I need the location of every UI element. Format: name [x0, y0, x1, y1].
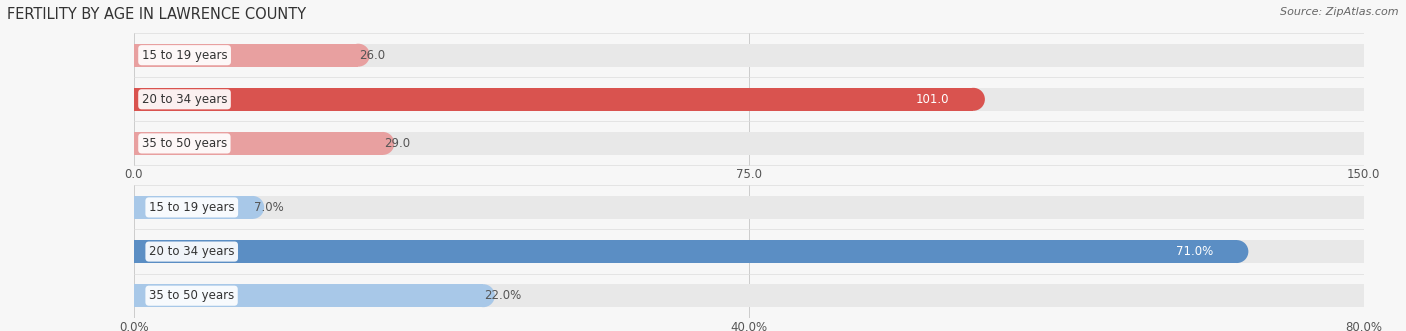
Ellipse shape — [111, 88, 134, 111]
Text: 29.0: 29.0 — [384, 137, 409, 150]
Text: 20 to 34 years: 20 to 34 years — [149, 245, 235, 258]
Ellipse shape — [347, 44, 370, 67]
Ellipse shape — [111, 284, 134, 307]
Text: 20 to 34 years: 20 to 34 years — [142, 93, 228, 106]
Ellipse shape — [1364, 196, 1386, 219]
Ellipse shape — [111, 196, 134, 219]
Text: Source: ZipAtlas.com: Source: ZipAtlas.com — [1281, 7, 1399, 17]
Ellipse shape — [1364, 240, 1386, 263]
Text: 26.0: 26.0 — [359, 49, 385, 62]
Bar — [122, 88, 1375, 111]
Bar — [122, 240, 1237, 263]
Text: 35 to 50 years: 35 to 50 years — [149, 289, 235, 302]
Bar — [122, 44, 1375, 67]
Text: 15 to 19 years: 15 to 19 years — [142, 49, 228, 62]
Text: 101.0: 101.0 — [917, 93, 949, 106]
Text: 35 to 50 years: 35 to 50 years — [142, 137, 226, 150]
Ellipse shape — [242, 196, 264, 219]
Ellipse shape — [111, 88, 134, 111]
Ellipse shape — [1364, 88, 1386, 111]
Text: 7.0%: 7.0% — [253, 201, 283, 214]
Text: FERTILITY BY AGE IN LAWRENCE COUNTY: FERTILITY BY AGE IN LAWRENCE COUNTY — [7, 7, 307, 22]
Ellipse shape — [371, 132, 394, 155]
Ellipse shape — [1364, 44, 1386, 67]
Bar — [122, 88, 973, 111]
Ellipse shape — [111, 44, 134, 67]
Text: 71.0%: 71.0% — [1175, 245, 1213, 258]
Bar — [122, 132, 1375, 155]
Ellipse shape — [111, 196, 134, 219]
Bar — [122, 44, 359, 67]
Text: 15 to 19 years: 15 to 19 years — [149, 201, 235, 214]
Bar — [122, 240, 1375, 263]
Ellipse shape — [111, 132, 134, 155]
Ellipse shape — [111, 240, 134, 263]
Bar — [122, 284, 484, 307]
Bar — [122, 196, 253, 219]
Ellipse shape — [472, 284, 495, 307]
Ellipse shape — [111, 132, 134, 155]
Bar — [122, 284, 1375, 307]
Ellipse shape — [111, 284, 134, 307]
Ellipse shape — [1364, 284, 1386, 307]
Ellipse shape — [1226, 240, 1249, 263]
Text: 22.0%: 22.0% — [484, 289, 522, 302]
Ellipse shape — [962, 88, 984, 111]
Bar — [122, 132, 382, 155]
Ellipse shape — [1364, 132, 1386, 155]
Ellipse shape — [111, 44, 134, 67]
Bar — [122, 196, 1375, 219]
Ellipse shape — [111, 240, 134, 263]
